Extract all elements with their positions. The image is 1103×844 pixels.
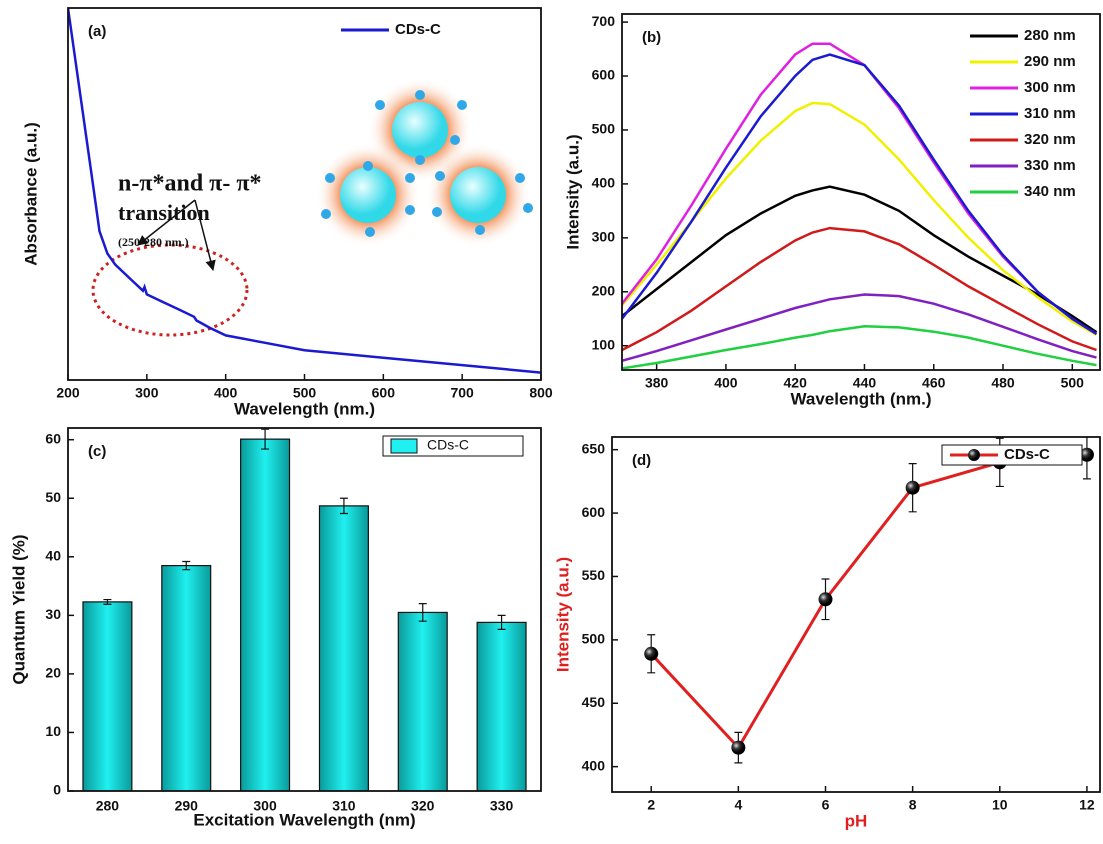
y-tick-label: 600 [592, 67, 616, 83]
x-axis-label: Wavelength (nm.) [234, 399, 375, 418]
y-tick-label: 100 [592, 336, 616, 352]
y-tick-label: 10 [45, 723, 61, 739]
y-tick-label: 450 [582, 694, 606, 710]
x-tick-label: 2 [647, 797, 655, 813]
y-tick-label: 500 [592, 121, 616, 137]
x-tick-label: 330 [490, 798, 514, 814]
legend-label: 340 nm [1024, 183, 1076, 200]
y-tick-label: 200 [592, 282, 616, 298]
x-tick-label: 440 [853, 375, 877, 391]
bar [477, 622, 526, 791]
panel: 0102030405060280290300310320330Excitatio… [9, 428, 541, 829]
y-tick-label: 400 [582, 757, 606, 773]
x-tick-label: 480 [991, 375, 1015, 391]
bar [162, 566, 211, 791]
y-tick-label: 40 [45, 548, 61, 564]
annotation: n-π*and π- π* [118, 171, 261, 197]
legend-marker [968, 449, 980, 461]
annotation: (250-280 nm.) [118, 235, 189, 249]
plot-area [83, 429, 526, 791]
legend-label: 310 nm [1024, 105, 1076, 122]
y-tick-label: 550 [582, 567, 606, 583]
marker [819, 592, 833, 606]
legend-label: 320 nm [1024, 131, 1076, 148]
marker [906, 481, 920, 495]
bar [83, 602, 132, 791]
y-axis-label: Absorbance (a.u.) [21, 122, 40, 266]
x-axis-label: pH [845, 811, 868, 830]
x-tick-label: 400 [214, 385, 238, 401]
y-tick-label: 600 [582, 504, 606, 520]
panel: 100 200 300 400 500 600 700 380 400 420 440 460 480 5… [563, 13, 1100, 409]
plot-area [644, 431, 1094, 763]
x-tick-label: 500 [293, 385, 317, 401]
y-tick-label: 30 [45, 606, 61, 622]
marker [644, 647, 658, 661]
y-tick-label: 50 [45, 489, 61, 505]
bar [241, 439, 290, 791]
x-tick-label: 400 [714, 375, 738, 391]
y-axis-label: Intensity (a.u.) [563, 134, 582, 249]
legend-label: CDs-C [1004, 446, 1050, 463]
y-tick-label: 20 [45, 665, 61, 681]
x-tick-label: 200 [56, 385, 80, 401]
panel-label: (c) [88, 443, 106, 460]
y-tick-label: 400 [592, 175, 616, 191]
y-tick-label: 0 [53, 782, 61, 798]
legend-label: CDs-C [395, 21, 441, 38]
annotation: transition [118, 200, 210, 225]
y-tick-label: 300 [592, 229, 616, 245]
x-axis-label: Excitation Wavelength (nm) [193, 810, 415, 829]
legend-label: 330 nm [1024, 157, 1076, 174]
x-tick-label: 460 [922, 375, 946, 391]
x-tick-label: 4 [734, 797, 742, 813]
y-tick-label: 700 [592, 13, 616, 29]
panel-label: (b) [642, 29, 661, 46]
x-tick-label: 10 [992, 797, 1008, 813]
x-axis-label: Wavelength (nm.) [790, 389, 931, 408]
legend-label: CDs-C [427, 437, 469, 453]
bar [319, 506, 368, 791]
x-tick-label: 420 [784, 375, 808, 391]
panel-label: (a) [88, 23, 106, 40]
highlight-ellipse [93, 245, 247, 335]
plot-frame [612, 437, 1100, 792]
x-tick-label: 800 [529, 385, 553, 401]
y-tick-label: 60 [45, 430, 61, 446]
x-tick-label: 280 [96, 798, 120, 814]
plot-frame [68, 428, 541, 791]
marker [731, 741, 745, 755]
legend-swatch [391, 439, 417, 453]
y-axis-label: Intensity (a.u.) [553, 557, 572, 672]
x-tick-label: 600 [372, 385, 396, 401]
y-tick-label: 500 [582, 631, 606, 647]
x-tick-label: 380 [645, 375, 669, 391]
legend-label: 290 nm [1024, 53, 1076, 70]
x-tick-label: 500 [1061, 375, 1085, 391]
series-line [622, 326, 1097, 368]
x-tick-label: 8 [909, 797, 917, 813]
x-tick-label: 700 [450, 385, 474, 401]
legend-label: 280 nm [1024, 27, 1076, 44]
panel-label: (d) [632, 452, 651, 469]
panel: 400 450 500 550 600 650 2 4 6 8 10 12 pH Intensity (a… [553, 431, 1100, 831]
nanoparticle-illustration [316, 78, 533, 247]
page: {"chart_data": [ {"type": "line", "panel… [0, 0, 1103, 844]
figure: 200300400500600700800Wavelength (nm.)Abs… [0, 0, 1103, 844]
x-tick-label: 300 [135, 385, 159, 401]
y-tick-label: 650 [582, 440, 606, 456]
y-axis-label: Quantum Yield (%) [9, 534, 28, 684]
legend-label: 300 nm [1024, 79, 1076, 96]
bar [398, 612, 447, 791]
x-tick-label: 6 [822, 797, 830, 813]
x-tick-label: 12 [1079, 797, 1095, 813]
series-line [651, 455, 1087, 748]
